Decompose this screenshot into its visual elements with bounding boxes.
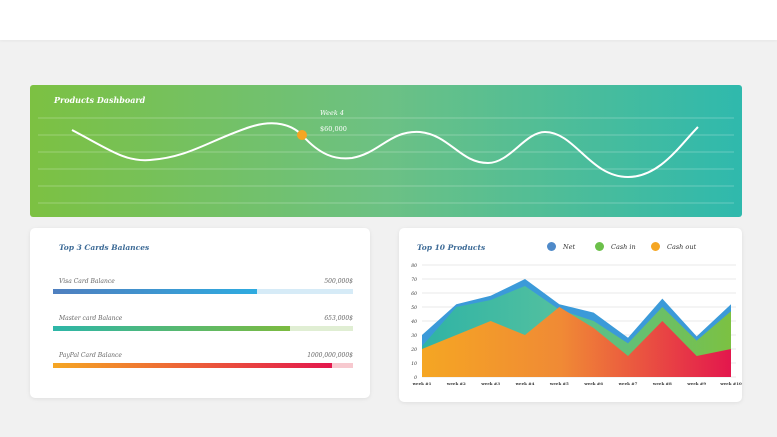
cards-balances-card: Top 3 Cards Balances Visa Card Balance 5… bbox=[30, 228, 370, 398]
x-tick-label: week #10 bbox=[719, 381, 742, 386]
x-tick-label: week #7 bbox=[618, 381, 638, 386]
wave-chart bbox=[38, 117, 734, 204]
x-tick-label: week #5 bbox=[549, 381, 569, 386]
x-tick-label: week #6 bbox=[583, 381, 603, 386]
balance-progress-track bbox=[53, 326, 353, 331]
balance-progress-fill bbox=[53, 326, 290, 331]
area-chart: 0 10 20 30 40 50 60 70 80 week #1 week #2 week #3 we… bbox=[410, 263, 742, 386]
balance-label: Visa Card Balance bbox=[59, 278, 115, 285]
x-tick-label: week #8 bbox=[652, 381, 672, 386]
x-tick-label: week #2 bbox=[446, 381, 466, 386]
y-tick-label: 50 bbox=[411, 305, 417, 311]
chart-title: Top 10 Products bbox=[417, 243, 486, 252]
balance-value: 1000,000,000$ bbox=[307, 352, 353, 359]
balance-value: 653,000$ bbox=[324, 315, 353, 322]
y-tick-label: 40 bbox=[410, 319, 417, 325]
balance-label: PayPal Card Balance bbox=[59, 352, 122, 359]
legend-cash-in[interactable]: Cash in bbox=[595, 242, 636, 251]
balance-progress-track bbox=[53, 363, 353, 368]
x-tick-label: week #9 bbox=[686, 381, 706, 386]
legend-net[interactable]: Net bbox=[547, 242, 575, 251]
y-tick-label: 10 bbox=[411, 361, 417, 367]
balance-value: 500,000$ bbox=[324, 278, 353, 285]
y-tick-label: 30 bbox=[411, 333, 417, 339]
top-header bbox=[0, 0, 777, 40]
products-dashboard-banner: Products Dashboard Week 4 $60,000 bbox=[30, 85, 742, 217]
legend-dot bbox=[651, 242, 660, 251]
top-products-card: Top 10 Products Net Cash in Cash out 0 10… bbox=[399, 228, 742, 402]
balance-progress-fill bbox=[53, 289, 257, 294]
highlight-point bbox=[297, 130, 307, 140]
card-title: Top 3 Cards Balances bbox=[59, 243, 150, 252]
balance-progress-track bbox=[53, 289, 353, 294]
legend-dot bbox=[547, 242, 556, 251]
y-tick-label: 70 bbox=[411, 277, 417, 283]
y-tick-label: 60 bbox=[411, 291, 417, 297]
tooltip-label: Week 4 bbox=[320, 109, 344, 117]
x-tick-label: week #4 bbox=[515, 381, 535, 386]
wave-line bbox=[71, 122, 699, 179]
y-tick-label: 20 bbox=[410, 347, 417, 353]
legend-dot bbox=[595, 242, 604, 251]
tooltip-value: $60,000 bbox=[320, 125, 347, 133]
legend-cash-out[interactable]: Cash out bbox=[651, 242, 696, 251]
y-tick-label: 0 bbox=[414, 375, 417, 381]
balance-label: Master card Balance bbox=[59, 315, 123, 322]
area-cash-out bbox=[422, 307, 731, 377]
x-tick-label: week #1 bbox=[412, 381, 432, 386]
y-tick-label: 80 bbox=[411, 263, 417, 269]
balance-progress-fill bbox=[53, 363, 332, 368]
banner-title: Products Dashboard bbox=[54, 95, 146, 105]
x-tick-label: week #3 bbox=[480, 381, 500, 386]
